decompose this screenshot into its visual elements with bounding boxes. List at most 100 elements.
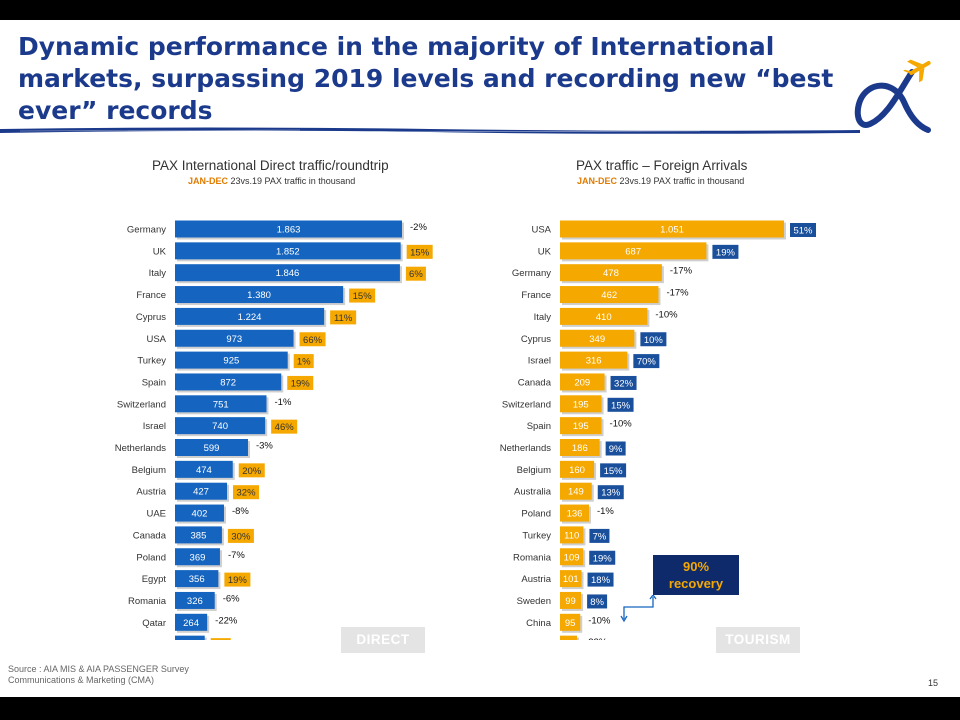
recovery-label: recovery [668, 576, 724, 591]
change-label: 30% [231, 531, 251, 542]
change-label: 10% [644, 335, 664, 346]
subtitle-text: 23vs.19 PAX traffic in thousand [228, 176, 356, 186]
bar [560, 220, 784, 238]
change-badge [293, 354, 314, 369]
category-label: Belgium [517, 465, 551, 476]
airport-logo [854, 59, 931, 133]
change-label: -23% [585, 637, 608, 640]
chart-title: PAX traffic – Foreign Arrivals [576, 158, 748, 173]
value-label: 973 [226, 334, 242, 345]
change-label: -17% [666, 288, 689, 299]
category-label: UAE [146, 509, 166, 520]
change-label: 13% [601, 488, 621, 499]
change-label: -10% [655, 309, 678, 320]
category-label: Cyprus [521, 334, 551, 345]
category-label: Italy [534, 312, 552, 323]
change-label: 46% [275, 422, 295, 433]
category-label: Switzerland [117, 399, 166, 410]
bar [175, 635, 205, 640]
change-badge [233, 485, 260, 500]
change-label: -6% [223, 593, 240, 604]
value-label: 462 [601, 290, 617, 301]
change-label: 51% [793, 226, 813, 237]
bar [175, 504, 224, 522]
value-label: 209 [574, 377, 590, 388]
category-label: Canada [518, 377, 552, 388]
value-label: 427 [193, 487, 209, 498]
change-badge [633, 354, 660, 369]
bar [560, 504, 589, 522]
recovery-badge: 90% recovery [653, 555, 739, 595]
change-label: 32% [614, 378, 634, 389]
value-label: 740 [212, 421, 228, 432]
change-badge [589, 528, 610, 543]
bar [175, 373, 282, 391]
change-label: 19% [228, 575, 248, 586]
bar [175, 482, 228, 500]
brush-stroke-divider [0, 127, 860, 134]
category-label: Egypt [142, 574, 167, 585]
value-label: 316 [586, 356, 602, 367]
value-label: 264 [183, 618, 199, 629]
change-badge [287, 375, 314, 390]
value-label: 186 [572, 443, 588, 454]
direct-tag: DIRECT [341, 627, 425, 653]
category-label: Spain [142, 377, 166, 388]
category-label: Qatar [142, 618, 166, 629]
bar [175, 329, 294, 347]
bar [175, 286, 344, 304]
value-label: 410 [596, 312, 612, 323]
direct-bars-svg: Germany 1.863 -2% UK 1.852 15% Italy 1.846 6% Fra… [115, 220, 433, 640]
category-label: Netherlands [115, 443, 166, 454]
value-label: 1.846 [276, 268, 300, 279]
change-label: 1% [297, 357, 311, 368]
category-label: UK [538, 246, 552, 257]
change-badge [587, 572, 614, 587]
bar [560, 373, 605, 391]
change-label: 6% [409, 269, 423, 280]
bar [175, 570, 219, 588]
direct-traffic-chart: PAX International Direct traffic/roundtr… [0, 158, 460, 653]
change-label: 32% [237, 488, 257, 499]
bar [560, 526, 584, 544]
category-label: USA [146, 334, 166, 345]
category-label: Israel [528, 356, 551, 367]
change-label: 18% [591, 575, 611, 586]
slide: Dynamic performance in the majority of I… [0, 20, 960, 697]
category-label: Sweden [517, 596, 551, 607]
bar [560, 570, 582, 588]
change-label: 15% [353, 291, 373, 302]
category-label: Turkey [522, 530, 551, 541]
change-label: -1% [597, 506, 614, 517]
bar [175, 307, 325, 325]
value-label: 369 [190, 552, 206, 563]
bar [560, 635, 578, 640]
category-label: Switzerland [502, 399, 551, 410]
bar [175, 526, 222, 544]
category-label: Romania [513, 552, 552, 563]
category-label: Australia [514, 487, 552, 498]
category-label: Spain [527, 421, 551, 432]
change-badge [640, 332, 667, 347]
category-label: Austria [521, 574, 551, 585]
change-badge [349, 288, 376, 303]
change-label: 20% [242, 466, 262, 477]
change-badge [299, 332, 326, 347]
bar [560, 439, 600, 456]
bar [175, 242, 401, 260]
change-label: 9% [609, 444, 623, 455]
value-label: 326 [187, 596, 203, 607]
bar [175, 591, 215, 609]
value-label: 599 [204, 443, 220, 454]
category-label: Germany [127, 225, 166, 236]
recovery-arrow-icon [620, 595, 657, 623]
change-badge [330, 310, 357, 325]
bar [560, 417, 602, 435]
bar [175, 613, 208, 631]
recovery-percent: 90% [682, 559, 710, 574]
change-badge [238, 463, 265, 478]
category-label: China [526, 618, 552, 629]
change-label: 19% [291, 378, 311, 389]
bar [560, 482, 592, 500]
category-label: Poland [521, 509, 551, 520]
